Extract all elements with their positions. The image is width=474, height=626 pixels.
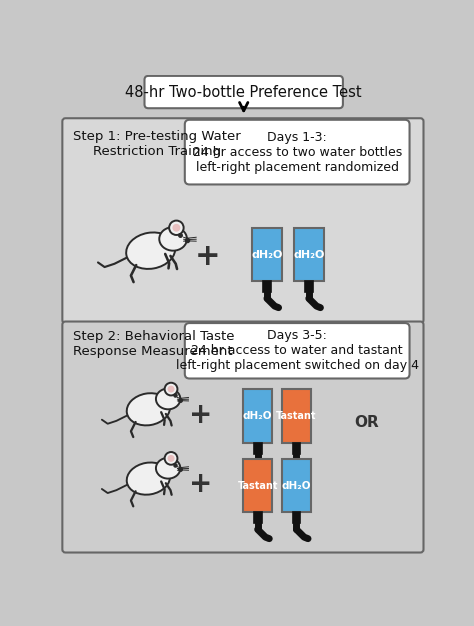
Bar [282,459,311,513]
Ellipse shape [126,232,175,269]
Ellipse shape [159,227,187,250]
Text: dH₂O: dH₂O [251,250,283,260]
Circle shape [164,452,177,464]
Ellipse shape [156,389,180,409]
Bar [263,282,271,292]
Text: Step 1: Pre-testing Water
Restriction Training: Step 1: Pre-testing Water Restriction Tr… [73,130,241,158]
FancyBboxPatch shape [63,118,423,323]
Text: Tastant: Tastant [276,411,317,421]
Text: Days 3-5:
24 hr access to water and tastant
left-right placement switched on day: Days 3-5: 24 hr access to water and tast… [176,329,419,372]
Bar [282,389,311,443]
Text: dH₂O: dH₂O [243,411,273,421]
Text: Days 1-3:
24 hr access to two water bottles
left-right placement randomized: Days 1-3: 24 hr access to two water bott… [192,131,402,173]
Bar [252,228,282,282]
Bar [292,513,300,523]
FancyBboxPatch shape [185,323,410,379]
Bar [294,228,324,282]
Text: 48-hr Two-bottle Preference Test: 48-hr Two-bottle Preference Test [126,85,362,100]
Bar [254,513,262,523]
Circle shape [173,224,180,232]
Circle shape [164,382,177,396]
Ellipse shape [127,393,170,426]
Ellipse shape [127,463,170,495]
Text: Tastant: Tastant [237,481,278,491]
Text: +: + [189,401,212,429]
Circle shape [167,386,174,393]
Text: +: + [189,470,212,498]
Text: +: + [195,242,221,271]
Bar [305,282,313,292]
FancyBboxPatch shape [145,76,343,108]
Bar [243,389,273,443]
Circle shape [169,220,183,235]
Bar [243,459,273,513]
Text: Step 2: Behavioral Taste
Response Measurement: Step 2: Behavioral Taste Response Measur… [73,330,235,358]
FancyBboxPatch shape [63,322,423,553]
Text: dH₂O: dH₂O [282,481,311,491]
Ellipse shape [156,458,180,479]
Circle shape [167,455,174,462]
Bar [254,443,262,454]
Text: dH₂O: dH₂O [293,250,325,260]
FancyBboxPatch shape [185,120,410,185]
Text: OR: OR [354,415,379,430]
Bar [292,443,300,454]
